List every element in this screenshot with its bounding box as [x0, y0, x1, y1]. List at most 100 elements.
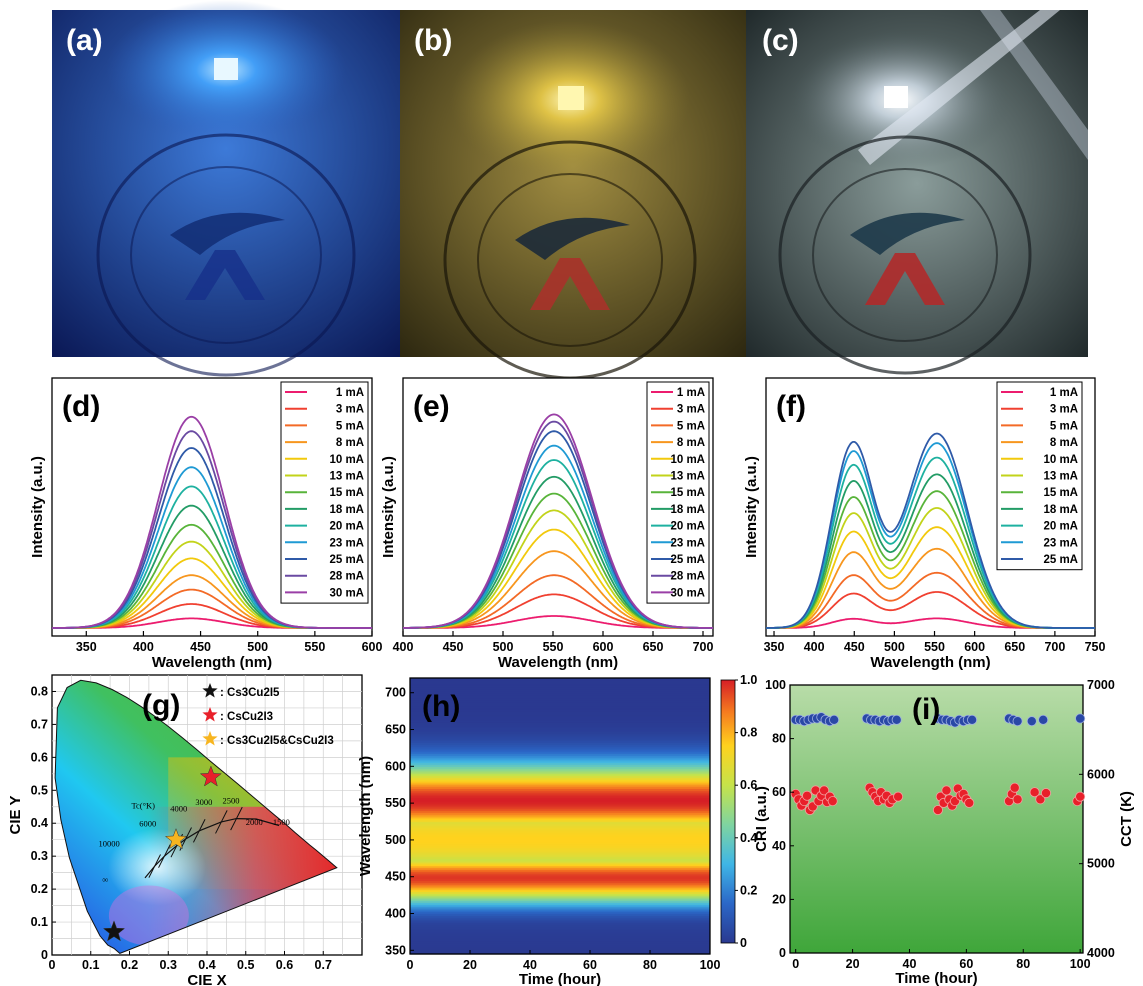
heat-cell [410, 845, 710, 848]
cri-point [1075, 713, 1086, 724]
cct-point [819, 785, 830, 796]
panel-label: (g) [142, 689, 180, 722]
colorbar-tick-label: 0.2 [740, 883, 757, 897]
cct-point [1035, 794, 1046, 805]
x-tick-label: 100 [1070, 957, 1091, 971]
photo-c: (c) [746, 10, 1088, 375]
heat-cell [410, 852, 710, 856]
x-tick-label: 0.5 [237, 958, 254, 972]
chart-d: 350 400 450 500 550 600 Wavelength (nm) Intensi… [29, 377, 382, 671]
cct-label: ∞ [102, 875, 108, 885]
x-tick-label: 0.3 [160, 958, 177, 972]
x-tick-label: 100 [700, 958, 721, 972]
legend-label: : CsCu2I3 [220, 711, 273, 723]
x-tick-label: 600 [593, 640, 614, 654]
y2-tick-label: 4000 [1087, 946, 1115, 960]
heat-cell [410, 823, 710, 826]
heat-cell [410, 683, 710, 686]
x-tick-label: 350 [764, 640, 785, 654]
heat-cell [410, 749, 710, 753]
heat-cell [410, 814, 710, 817]
heat-cell [410, 924, 710, 927]
heat-cell [410, 744, 710, 747]
y2-axis-title: CCT (K) [1118, 791, 1135, 847]
heat-cell [410, 722, 710, 725]
heat-cell [410, 913, 710, 916]
y2-tick-label: 5000 [1087, 857, 1115, 871]
legend-label: 15 mA [670, 487, 705, 499]
colorbar-tick-label: 1.0 [740, 673, 757, 687]
heat-cell [410, 904, 710, 907]
cie-purple [108, 885, 189, 946]
heat-cell [410, 709, 710, 712]
x-tick-label: 700 [1044, 640, 1065, 654]
y-axis-title: Intensity (a.u.) [743, 456, 760, 558]
cri-point [1012, 716, 1023, 727]
heat-cell [410, 747, 710, 751]
legend-label: 1 mA [677, 387, 705, 399]
heat-cell [410, 692, 710, 696]
heat-cell [410, 779, 710, 782]
heat-cell [410, 919, 710, 922]
x-tick-label: 20 [463, 958, 477, 972]
legend-label: : Cs3Cu2I5&CsCu2I3 [220, 735, 334, 747]
cct-point [1041, 788, 1052, 799]
cct-label: 2000 [246, 817, 263, 827]
heat-cell [410, 733, 710, 736]
heat-cell [410, 920, 710, 924]
heat-cell [410, 828, 710, 832]
y-axis-title: Intensity (a.u.) [380, 456, 397, 558]
colorbar-tick-label: 0.8 [740, 726, 757, 740]
cct-point [932, 805, 943, 816]
legend-label: 28 mA [670, 571, 705, 583]
heat-cell [410, 834, 710, 837]
heat-cell [410, 937, 710, 940]
chart-i: 0 20 40 60 80 1000204060801004000500060007000… [753, 678, 1135, 986]
heat-cell [410, 753, 710, 756]
legend-label: 18 mA [670, 504, 705, 516]
y-axis-title: Wavelength (nm) [357, 756, 374, 876]
y-axis-title: CRI (a.u.) [753, 786, 770, 852]
heat-cell [410, 770, 710, 773]
legend-label: 10 mA [1043, 454, 1078, 466]
y-tick-label: 350 [385, 943, 406, 957]
heat-cell [410, 808, 710, 812]
heat-cell [410, 911, 710, 915]
heat-cell [410, 889, 710, 893]
y-axis-title: CIE Y [7, 796, 24, 835]
heat-cell [410, 898, 710, 902]
heat-cell [410, 727, 710, 731]
y-tick-label: 500 [385, 833, 406, 847]
legend-label: : Cs3Cu2I5 [220, 687, 280, 699]
x-tick-label: 20 [846, 957, 860, 971]
heat-cell [410, 806, 710, 810]
heat-cell [410, 718, 710, 721]
cct-point [1009, 782, 1020, 793]
x-tick-label: 400 [133, 640, 154, 654]
plot-frame [409, 677, 711, 955]
heat-cell [410, 928, 710, 931]
y-tick-label: 0.6 [31, 750, 48, 764]
heat-cell [410, 735, 710, 738]
heat-cell [410, 836, 710, 839]
legend-label: 5 mA [677, 420, 705, 432]
heat-cell [410, 885, 710, 889]
heat-cell [410, 711, 710, 714]
legend-label: 8 mA [336, 437, 364, 449]
heat-cell [410, 777, 710, 780]
heat-cell [410, 760, 710, 764]
cri-point [891, 714, 902, 725]
x-axis-title: CIE X [187, 972, 226, 986]
heat-cell [410, 751, 710, 755]
data-point [164, 827, 188, 850]
x-tick-label: 500 [247, 640, 268, 654]
legend-label: 20 mA [670, 521, 705, 533]
y-tick-label: 0.3 [31, 849, 48, 863]
heat-cell [410, 946, 710, 950]
heat-cell [410, 703, 710, 707]
isotemp-line [192, 819, 206, 843]
x-tick-label: 650 [1004, 640, 1025, 654]
heat-cell [410, 801, 710, 804]
y-tick-label: 0.1 [31, 915, 48, 929]
colorbar-tick-label: 0.6 [740, 778, 757, 792]
